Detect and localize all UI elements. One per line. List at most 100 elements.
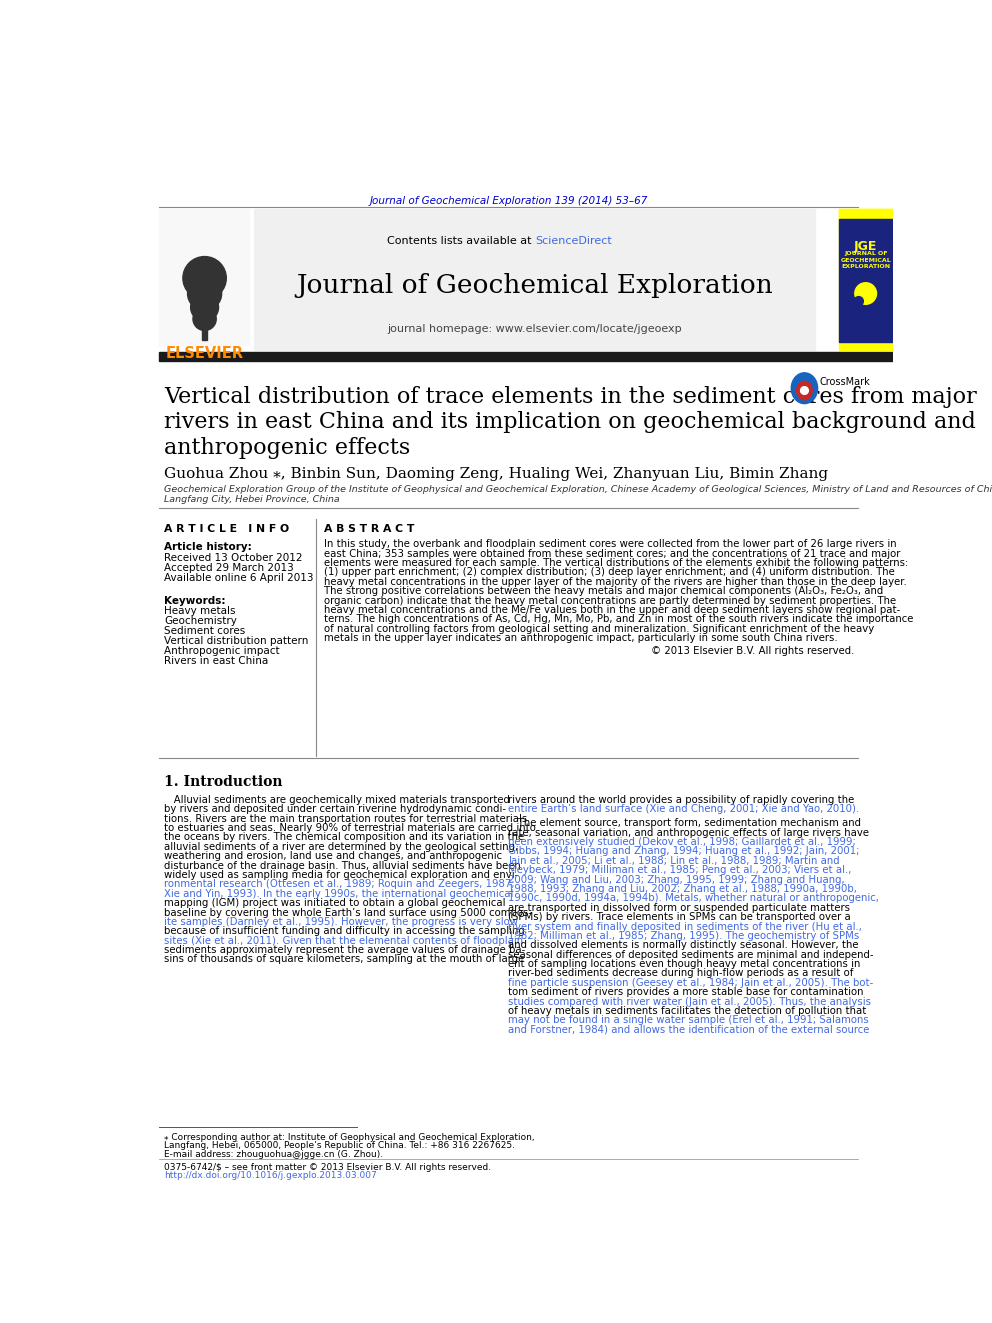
Text: ronmental research (Ottesen et al., 1989; Roquin and Zeegers, 1987;: ronmental research (Ottesen et al., 1989… (165, 880, 515, 889)
Text: rivers in east China and its implication on geochemical background and: rivers in east China and its implication… (165, 411, 976, 434)
Text: elements were measured for each sample. The vertical distributions of the elemen: elements were measured for each sample. … (324, 558, 909, 568)
Circle shape (854, 296, 863, 306)
Text: baseline by covering the whole Earth’s land surface using 5000 compos-: baseline by covering the whole Earth’s l… (165, 908, 533, 918)
Text: organic carbon) indicate that the heavy metal concentrations are partly determin: organic carbon) indicate that the heavy … (324, 595, 896, 606)
Bar (838, 209, 893, 349)
Text: sites (Xie et al., 2011). Given that the elemental contents of floodplain: sites (Xie et al., 2011). Given that the… (165, 935, 524, 946)
Text: (SPMs) by rivers. Trace elements in SPMs can be transported over a: (SPMs) by rivers. Trace elements in SPMs… (509, 912, 851, 922)
Text: and dissolved elements is normally distinctly seasonal. However, the: and dissolved elements is normally disti… (509, 941, 859, 950)
Text: sins of thousands of square kilometers, sampling at the mouth of large: sins of thousands of square kilometers, … (165, 954, 525, 964)
Text: (1) upper part enrichment; (2) complex distribution; (3) deep layer enrichment; : (1) upper part enrichment; (2) complex d… (324, 568, 895, 577)
Bar (159, 209, 250, 345)
Text: the oceans by rivers. The chemical composition and its variation in the: the oceans by rivers. The chemical compo… (165, 832, 525, 843)
Text: 1. Introduction: 1. Introduction (165, 775, 283, 789)
Text: Rivers in east China: Rivers in east China (165, 656, 269, 667)
Text: by rivers and deposited under certain riverine hydrodynamic condi-: by rivers and deposited under certain ri… (165, 804, 506, 814)
Text: Xie and Yin, 1993). In the early 1990s, the international geochemical: Xie and Yin, 1993). In the early 1990s, … (165, 889, 514, 898)
Text: Anthropogenic impact: Anthropogenic impact (165, 646, 280, 656)
Text: A B S T R A C T: A B S T R A C T (324, 524, 415, 533)
Text: JOURNAL OF
GEOCHEMICAL
EXPLORATION: JOURNAL OF GEOCHEMICAL EXPLORATION (840, 251, 891, 270)
Text: A R T I C L E   I N F O: A R T I C L E I N F O (165, 524, 290, 533)
Text: are transported in dissolved form or suspended particulate matters: are transported in dissolved form or sus… (509, 902, 850, 913)
Text: Sediment cores: Sediment cores (165, 626, 246, 636)
Text: entire Earth’s land surface (Xie and Cheng, 2001; Xie and Yao, 2010).: entire Earth’s land surface (Xie and Che… (509, 804, 860, 814)
Bar (159, 352, 893, 360)
Text: 1988, 1993; Zhang and Liu, 2002; Zhang et al., 1988, 1990a, 1990b,: 1988, 1993; Zhang and Liu, 2002; Zhang e… (509, 884, 857, 894)
Ellipse shape (792, 373, 817, 404)
Text: Geochemistry: Geochemistry (165, 617, 237, 626)
Bar (254, 209, 815, 349)
Bar (838, 218, 893, 343)
Text: seasonal differences of deposited sediments are minimal and independ-: seasonal differences of deposited sedime… (509, 950, 874, 959)
Text: east China; 353 samples were obtained from these sediment cores; and the concent: east China; 353 samples were obtained fr… (324, 549, 901, 558)
Text: Meybeck, 1979; Milliman et al., 1985; Peng et al., 2003; Viers et al.,: Meybeck, 1979; Milliman et al., 1985; Pe… (509, 865, 852, 875)
Text: Journal of Geochemical Exploration 139 (2014) 53–67: Journal of Geochemical Exploration 139 (… (369, 196, 648, 205)
Text: Vertical distribution of trace elements in the sediment cores from major: Vertical distribution of trace elements … (165, 386, 977, 407)
Text: Contents lists available at: Contents lists available at (387, 235, 535, 246)
Circle shape (801, 386, 808, 394)
Text: The element source, transport form, sedimentation mechanism and: The element source, transport form, sedi… (509, 818, 861, 828)
Text: Journal of Geochemical Exploration: Journal of Geochemical Exploration (297, 273, 773, 298)
Text: http://dx.doi.org/10.1016/j.gexplo.2013.03.007: http://dx.doi.org/10.1016/j.gexplo.2013.… (165, 1171, 377, 1180)
Text: JGE: JGE (854, 239, 877, 253)
Text: rate, seasonal variation, and anthropogenic effects of large rivers have: rate, seasonal variation, and anthropoge… (509, 828, 869, 837)
Text: may not be found in a single water sample (Erel et al., 1991; Salamons: may not be found in a single water sampl… (509, 1016, 869, 1025)
Text: Langfang City, Hebei Province, China: Langfang City, Hebei Province, China (165, 495, 340, 504)
Text: journal homepage: www.elsevier.com/locate/jgeoexp: journal homepage: www.elsevier.com/locat… (388, 324, 682, 335)
Text: Received 13 October 2012: Received 13 October 2012 (165, 553, 303, 564)
Circle shape (183, 257, 226, 300)
Text: 0375-6742/$ – see front matter © 2013 Elsevier B.V. All rights reserved.: 0375-6742/$ – see front matter © 2013 El… (165, 1163, 491, 1172)
Text: The strong positive correlations between the heavy metals and major chemical com: The strong positive correlations between… (324, 586, 883, 597)
Circle shape (193, 307, 216, 331)
Circle shape (187, 277, 221, 311)
Text: alluvial sediments of a river are determined by the geological setting,: alluvial sediments of a river are determ… (165, 841, 519, 852)
Text: fine particle suspension (Geesey et al., 1984; Jain et al., 2005). The bot-: fine particle suspension (Geesey et al.,… (509, 978, 874, 988)
Text: Keywords:: Keywords: (165, 597, 226, 606)
Text: Heavy metals: Heavy metals (165, 606, 236, 617)
Text: Guohua Zhou ⁎, Binbin Sun, Daoming Zeng, Hualing Wei, Zhanyuan Liu, Bimin Zhang: Guohua Zhou ⁎, Binbin Sun, Daoming Zeng,… (165, 467, 828, 480)
Bar (838, 209, 893, 234)
Text: ScienceDirect: ScienceDirect (535, 235, 611, 246)
Text: Article history:: Article history: (165, 542, 252, 552)
Bar (202, 318, 207, 340)
Text: Geochemical Exploration Group of the Institute of Geophysical and Geochemical Ex: Geochemical Exploration Group of the Ins… (165, 486, 992, 495)
Text: Vertical distribution pattern: Vertical distribution pattern (165, 636, 309, 646)
Text: weathering and erosion, land use and changes, and anthropogenic: weathering and erosion, land use and cha… (165, 851, 502, 861)
Text: CrossMark: CrossMark (820, 377, 871, 388)
Text: and Forstner, 1984) and allows the identification of the external source: and Forstner, 1984) and allows the ident… (509, 1025, 870, 1035)
Text: of heavy metals in sediments facilitates the detection of pollution that: of heavy metals in sediments facilitates… (509, 1005, 867, 1016)
Text: studies compared with river water (Jain et al., 2005). Thus, the analysis: studies compared with river water (Jain … (509, 996, 871, 1007)
Text: to estuaries and seas. Nearly 90% of terrestrial materials are carried into: to estuaries and seas. Nearly 90% of ter… (165, 823, 536, 833)
Circle shape (190, 294, 218, 321)
Text: Accepted 29 March 2013: Accepted 29 March 2013 (165, 564, 294, 573)
Text: sediments approximately represent the average values of drainage ba-: sediments approximately represent the av… (165, 945, 526, 955)
Text: heavy metal concentrations in the upper layer of the majority of the rivers are : heavy metal concentrations in the upper … (324, 577, 907, 586)
Text: ite samples (Darnley et al., 1995). However, the progress is very slow: ite samples (Darnley et al., 1995). Howe… (165, 917, 518, 927)
Text: Jain et al., 2005; Li et al., 1988; Lin et al., 1988, 1989; Martin and: Jain et al., 2005; Li et al., 1988; Lin … (509, 856, 840, 865)
Text: Available online 6 April 2013: Available online 6 April 2013 (165, 573, 313, 583)
Text: Langfang, Hebei, 065000, People’s Republic of China. Tel.: +86 316 2267625.: Langfang, Hebei, 065000, People’s Republ… (165, 1142, 515, 1150)
Text: ELSEVIER: ELSEVIER (166, 345, 244, 361)
Text: tions. Rivers are the main transportation routes for terrestrial materials: tions. Rivers are the main transportatio… (165, 814, 528, 824)
Text: river system and finally deposited in sediments of the river (Hu et al.,: river system and finally deposited in se… (509, 922, 862, 931)
Text: ⁎ Corresponding author at: Institute of Geophysical and Geochemical Exploration,: ⁎ Corresponding author at: Institute of … (165, 1132, 535, 1142)
Text: © 2013 Elsevier B.V. All rights reserved.: © 2013 Elsevier B.V. All rights reserved… (651, 646, 854, 656)
Text: of natural controlling factors from geological setting and mineralization. Signi: of natural controlling factors from geol… (324, 623, 874, 634)
Text: 2009; Wang and Liu, 2003; Zhang, 1995, 1999; Zhang and Huang,: 2009; Wang and Liu, 2003; Zhang, 1995, 1… (509, 875, 845, 885)
Text: 1990c, 1990d, 1994a, 1994b). Metals, whether natural or anthropogenic,: 1990c, 1990d, 1994a, 1994b). Metals, whe… (509, 893, 879, 904)
Text: E-mail address: zhouguohua@jgge.cn (G. Zhou).: E-mail address: zhouguohua@jgge.cn (G. Z… (165, 1150, 384, 1159)
Text: Gibbs, 1994; Huang and Zhang, 1994; Huang et al., 1992; Jain, 2001;: Gibbs, 1994; Huang and Zhang, 1994; Huan… (509, 847, 860, 856)
Text: rivers around the world provides a possibility of rapidly covering the: rivers around the world provides a possi… (509, 795, 855, 804)
Circle shape (855, 283, 877, 304)
Text: In this study, the overbank and floodplain sediment cores were collected from th: In this study, the overbank and floodpla… (324, 540, 897, 549)
Ellipse shape (797, 381, 812, 400)
Text: metals in the upper layer indicates an anthropogenic impact, particularly in som: metals in the upper layer indicates an a… (324, 634, 837, 643)
Text: widely used as sampling media for geochemical exploration and envi-: widely used as sampling media for geoche… (165, 871, 519, 880)
Text: been extensively studied (Dekov et al., 1998; Gaillardet et al., 1999;: been extensively studied (Dekov et al., … (509, 837, 856, 847)
Text: ent of sampling locations even though heavy metal concentrations in: ent of sampling locations even though he… (509, 959, 861, 970)
Text: mapping (IGM) project was initiated to obtain a global geochemical: mapping (IGM) project was initiated to o… (165, 898, 506, 908)
Text: Alluvial sediments are geochemically mixed materials transported: Alluvial sediments are geochemically mix… (165, 795, 510, 804)
Text: anthropogenic effects: anthropogenic effects (165, 437, 411, 459)
Text: 1982; Milliman et al., 1985; Zhang, 1995). The geochemistry of SPMs: 1982; Milliman et al., 1985; Zhang, 1995… (509, 931, 860, 941)
Text: terns. The high concentrations of As, Cd, Hg, Mn, Mo, Pb, and Zn in most of the : terns. The high concentrations of As, Cd… (324, 614, 914, 624)
